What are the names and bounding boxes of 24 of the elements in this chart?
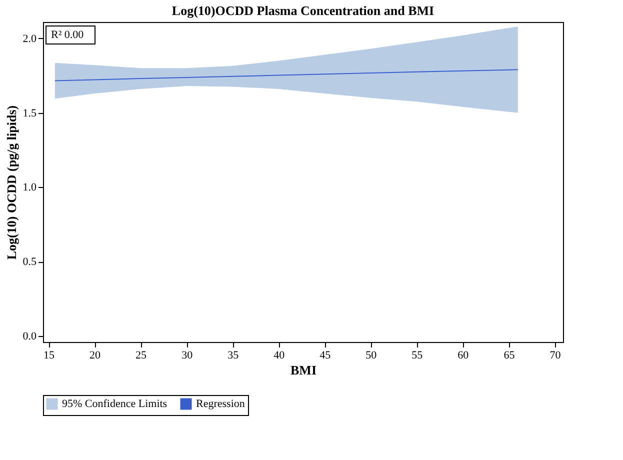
x-tick-label: 15 <box>44 350 56 362</box>
x-tick-label: 55 <box>412 350 424 362</box>
legend-label: Regression <box>196 398 246 410</box>
x-tick-label: 70 <box>550 350 562 362</box>
x-tick-label: 60 <box>458 350 470 362</box>
x-axis-title: BMI <box>290 362 316 378</box>
x-tick-label: 25 <box>136 350 148 362</box>
x-tick-label: 30 <box>182 350 194 362</box>
line-series <box>54 69 518 82</box>
x-tick-label: 65 <box>504 350 516 362</box>
legend-label: 95% Confidence Limits <box>62 398 168 410</box>
x-tick-label: 50 <box>366 350 378 362</box>
y-tick-label: 1.5 <box>22 107 37 120</box>
x-tick-label: 45 <box>320 350 332 362</box>
annotation: R² 0.00 <box>51 29 84 41</box>
y-tick-label: 2.0 <box>22 32 37 45</box>
x-tick-label: 20 <box>90 350 102 362</box>
y-tick-label: 0.5 <box>22 256 37 268</box>
y-tick-label: 0.0 <box>22 330 37 343</box>
x-tick-label: 40 <box>274 350 286 362</box>
chart-title: Log(10)OCDD Plasma Concentration and BMI <box>172 3 434 18</box>
x-tick-label: 35 <box>228 350 240 362</box>
y-axis-title: Log(10) OCDD (pg/g lipids) <box>4 105 19 260</box>
y-tick-label: 1.0 <box>22 182 37 194</box>
